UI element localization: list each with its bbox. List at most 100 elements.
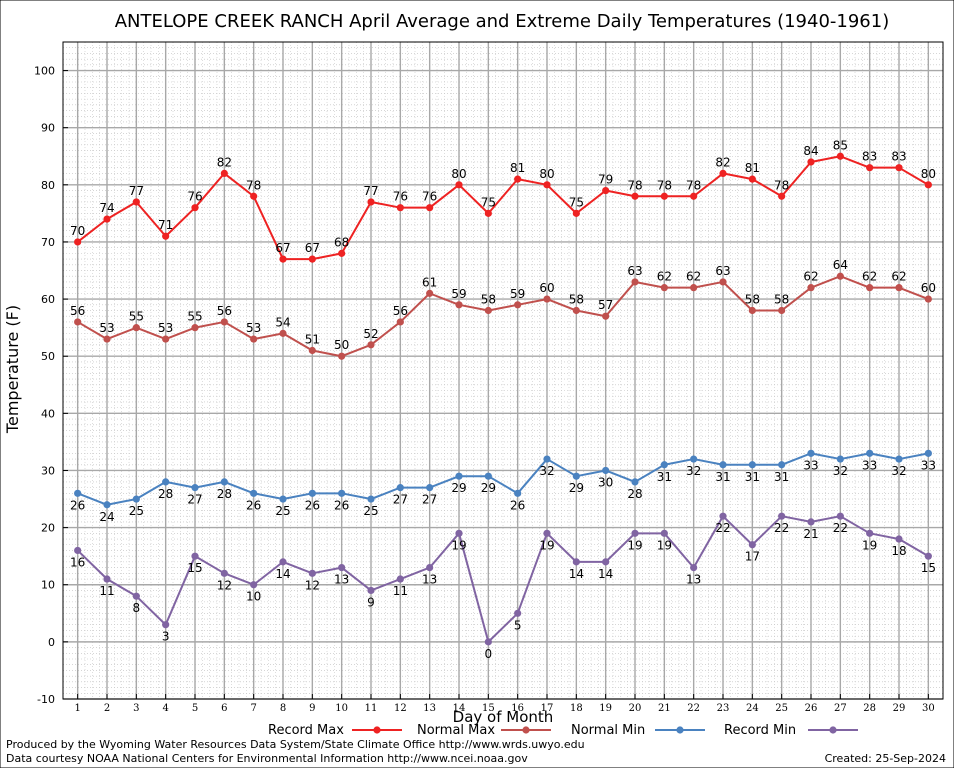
record-min-line: [76, 515, 929, 643]
record-max-data-label: 79: [598, 173, 613, 187]
normal-max-data-label: 52: [363, 327, 378, 341]
normal-max-data-label: 62: [686, 270, 701, 284]
normal-min-data-label: 28: [627, 487, 642, 501]
normal-max-data-label: 63: [627, 264, 642, 278]
record-min-point: [748, 541, 756, 549]
record-max-data-label: 77: [129, 184, 144, 198]
record-min-point: [191, 552, 199, 560]
record-min-data-label: 22: [833, 521, 848, 535]
normal-max-data-label: 59: [451, 287, 466, 301]
record-min-point: [308, 569, 316, 577]
normal-min-data-label: 32: [891, 464, 906, 478]
normal-max-data-label: 50: [334, 338, 349, 352]
normal-max-point: [132, 324, 140, 332]
record-min-data-label: 21: [803, 527, 818, 541]
normal-max-data-label: 60: [539, 281, 554, 295]
normal-min-data-label: 25: [129, 504, 144, 518]
record-max-data-label: 68: [334, 235, 349, 249]
normal-max-point: [396, 318, 404, 326]
normal-min-data-label: 26: [334, 498, 349, 512]
x-tick-label: 26: [805, 703, 818, 714]
x-tick-label: 28: [863, 703, 876, 714]
normal-min-point: [924, 449, 932, 457]
normal-min-point: [895, 455, 903, 463]
record-max-data-label: 67: [305, 241, 320, 255]
x-tick-label: 24: [746, 703, 759, 714]
record-min-point: [162, 621, 170, 629]
record-max-point: [836, 152, 844, 160]
normal-max-point: [191, 324, 199, 332]
x-tick-label: 23: [717, 703, 730, 714]
record-max-point: [220, 169, 228, 177]
record-max-data-label: 83: [891, 150, 906, 164]
normal-min-data-label: 25: [275, 504, 290, 518]
record-min-data-label: 17: [745, 550, 760, 564]
record-max-data-label: 76: [393, 190, 408, 204]
record-min-point: [455, 529, 463, 537]
normal-max-point: [807, 284, 815, 292]
normal-min-data-label: 28: [158, 487, 173, 501]
normal-min-data-label: 26: [510, 498, 525, 512]
normal-max-point: [631, 278, 639, 286]
record-min-data-label: 16: [70, 555, 85, 569]
normal-min-point: [836, 455, 844, 463]
record-min-data-label: 19: [862, 538, 877, 552]
record-min-data-label: 9: [367, 595, 375, 609]
record-max-point: [631, 192, 639, 200]
normal-min-data-label: 33: [803, 458, 818, 472]
plot-frame: [62, 41, 944, 700]
record-min-data-label: 22: [774, 521, 789, 535]
normal-min-point: [162, 478, 170, 486]
normal-max-data-label: 53: [246, 321, 261, 335]
x-tick-label: 17: [541, 703, 554, 714]
y-tick-label: 80: [41, 179, 55, 192]
normal-max-point: [220, 318, 228, 326]
y-tick-label: 0: [48, 636, 55, 649]
normal-max-point: [660, 284, 668, 292]
record-max-point: [338, 249, 346, 257]
record-max-point: [367, 198, 375, 206]
normal-max-point: [866, 284, 874, 292]
normal-max-legend-label: Normal Max: [417, 723, 495, 738]
normal-min-point: [484, 472, 492, 480]
record-max-data-label: 76: [422, 190, 437, 204]
record-min-point: [514, 609, 522, 617]
record-min-data-label: 5: [514, 618, 522, 632]
record-min-point: [484, 638, 492, 646]
record-max-data-label: 78: [627, 178, 642, 192]
record-min-point: [866, 529, 874, 537]
record-min-point: [279, 558, 287, 566]
x-tick-label: 29: [893, 703, 906, 714]
normal-max-point: [690, 284, 698, 292]
normal-max-point: [426, 289, 434, 297]
x-tick-label: 6: [221, 703, 227, 714]
record-max-data-label: 81: [510, 161, 525, 175]
normal-min-line: [77, 452, 929, 506]
record-min-legend-marker: [829, 726, 837, 734]
normal-min-point: [719, 461, 727, 469]
x-tick-label: 20: [629, 703, 642, 714]
normal-min-point: [308, 489, 316, 497]
normal-max-point: [543, 295, 551, 303]
record-max-point: [396, 204, 404, 212]
normal-max-data-label: 51: [305, 333, 320, 347]
record-max-data-label: 85: [833, 138, 848, 152]
record-min-data-label: 10: [246, 590, 261, 604]
record-max-point: [455, 181, 463, 189]
record-max-point: [719, 169, 727, 177]
normal-min-point: [866, 449, 874, 457]
record-min-point: [220, 569, 228, 577]
record-max-legend-marker: [373, 726, 381, 734]
record-min-data-label: 15: [187, 561, 202, 575]
normal-max-point: [484, 306, 492, 315]
record-min-point: [924, 552, 932, 560]
record-max-point: [924, 181, 932, 189]
normal-min-data-label: 27: [187, 493, 202, 507]
normal-max-data-label: 58: [569, 293, 584, 307]
record-min-point: [74, 546, 82, 555]
normal-min-data-label: 28: [217, 487, 232, 501]
x-tick-label: 30: [922, 703, 935, 714]
normal-min-data-label: 27: [422, 493, 437, 507]
